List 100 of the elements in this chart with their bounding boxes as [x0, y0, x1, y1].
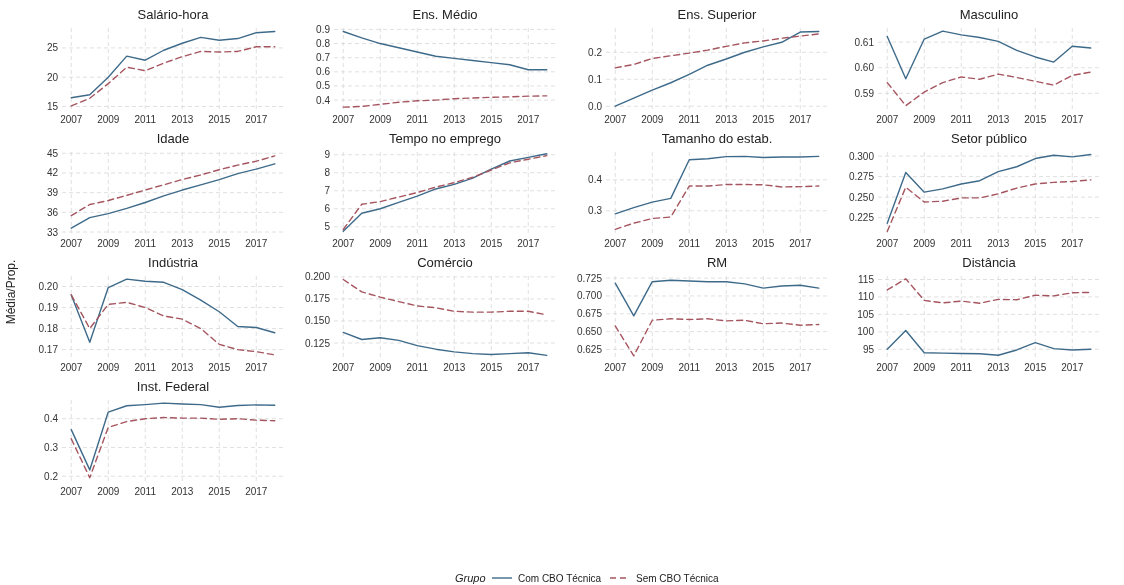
line-series [886, 153, 1092, 225]
x-tick-label: 2007 [876, 114, 899, 125]
x-tick-label: 2007 [332, 114, 355, 125]
x-tick-label: 2017 [517, 362, 540, 373]
y-tick-label: 0.250 [848, 191, 875, 203]
y-tick-label: 0.675 [576, 308, 603, 320]
x-tick-label: 2013 [171, 238, 194, 249]
x-tick-label: 2013 [987, 362, 1010, 373]
line-series [342, 95, 548, 108]
x-tick-label: 2007 [604, 114, 627, 125]
y-tick-label: 0.200 [304, 271, 331, 283]
x-tick-label: 2013 [987, 114, 1010, 125]
x-tick-label: 2011 [678, 362, 701, 373]
x-tick-label: 2013 [443, 238, 466, 249]
x-tick-label: 2009 [369, 238, 392, 249]
x-tick-label: 2009 [97, 114, 120, 125]
y-tick-label: 0.4 [316, 94, 331, 106]
x-tick-label: 2009 [913, 238, 936, 249]
y-tick-label: 0.3 [44, 441, 59, 453]
x-tick-label: 2011 [134, 238, 157, 249]
line-series [70, 278, 276, 343]
y-tick-label: 0.17 [38, 344, 59, 356]
x-tick-label: 2009 [97, 486, 120, 497]
x-tick-label: 2011 [678, 238, 701, 249]
line-series [886, 329, 1092, 356]
line-series [342, 331, 548, 357]
x-tick-label: 2013 [443, 114, 466, 125]
y-tick-label: 0.625 [576, 343, 603, 355]
x-tick-label: 2009 [913, 114, 936, 125]
chart-title: Ens. Médio [412, 7, 478, 22]
x-tick-label: 2015 [752, 362, 775, 373]
x-tick-label: 2007 [604, 238, 627, 249]
line-series [70, 163, 276, 229]
y-tick-label: 0.4 [44, 413, 59, 425]
y-tick-label: 0.275 [848, 171, 875, 183]
y-tick-label: 0.700 [576, 290, 603, 302]
line-series [70, 30, 276, 99]
y-tick-label: 0.225 [848, 212, 875, 224]
legend-label: Sem CBO Técnica [636, 572, 720, 584]
y-tick-label: 0.8 [316, 38, 331, 50]
x-tick-label: 2015 [480, 362, 503, 373]
y-tick-label: 15 [46, 100, 59, 112]
x-tick-label: 2009 [97, 362, 120, 373]
line-series [614, 33, 820, 69]
y-tick-label: 6 [324, 203, 331, 215]
x-tick-label: 2007 [876, 238, 899, 249]
line-series [70, 46, 276, 107]
x-tick-label: 2017 [245, 362, 268, 373]
x-tick-label: 2017 [245, 486, 268, 497]
y-tick-label: 0.20 [38, 281, 59, 293]
y-tick-label: 95 [862, 343, 875, 355]
line-series [614, 30, 820, 107]
line-series [886, 71, 1092, 107]
x-tick-label: 2015 [1024, 362, 1047, 373]
y-tick-label: 39 [46, 187, 59, 199]
y-tick-label: 0.1 [588, 73, 603, 85]
x-tick-label: 2015 [480, 114, 503, 125]
line-series [886, 278, 1092, 304]
line-series [70, 402, 276, 471]
x-tick-label: 2007 [60, 114, 83, 125]
x-tick-label: 2017 [789, 362, 812, 373]
x-tick-label: 2013 [171, 114, 194, 125]
y-tick-label: 36 [46, 206, 59, 218]
y-tick-label: 105 [857, 308, 875, 320]
x-tick-label: 2013 [715, 362, 738, 373]
x-tick-label: 2017 [789, 238, 812, 249]
chart-title: Salário-hora [137, 7, 210, 22]
x-tick-label: 2015 [752, 238, 775, 249]
x-tick-label: 2011 [406, 114, 429, 125]
line-series [614, 183, 820, 231]
line-series [342, 30, 548, 71]
x-tick-label: 2009 [913, 362, 936, 373]
x-tick-label: 2017 [789, 114, 812, 125]
x-tick-label: 2011 [134, 362, 157, 373]
x-tick-label: 2015 [1024, 238, 1047, 249]
x-tick-label: 2007 [332, 362, 355, 373]
y-tick-label: 5 [324, 221, 331, 233]
chart-title: Setor público [951, 131, 1027, 146]
x-tick-label: 2009 [97, 238, 120, 249]
chart-title: Masculino [959, 7, 1019, 22]
y-tick-label: 0.150 [304, 315, 331, 327]
x-tick-label: 2009 [641, 362, 664, 373]
x-tick-label: 2009 [369, 114, 392, 125]
x-tick-label: 2011 [406, 238, 429, 249]
y-tick-label: 0.300 [848, 150, 875, 162]
x-tick-label: 2007 [876, 362, 899, 373]
x-tick-label: 2011 [950, 362, 973, 373]
x-tick-label: 2011 [950, 238, 973, 249]
x-tick-label: 2017 [245, 114, 268, 125]
chart-title: Indústria [148, 255, 199, 270]
line-series [886, 30, 1092, 80]
y-tick-label: 0.2 [44, 470, 59, 482]
y-tick-label: 42 [46, 167, 59, 179]
x-tick-label: 2017 [517, 114, 540, 125]
x-tick-label: 2015 [208, 486, 231, 497]
x-tick-label: 2013 [171, 486, 194, 497]
x-tick-label: 2015 [208, 114, 231, 125]
y-axis-title: Média/Prop. [4, 259, 18, 325]
y-tick-label: 8 [324, 167, 331, 179]
line-series [70, 416, 276, 479]
